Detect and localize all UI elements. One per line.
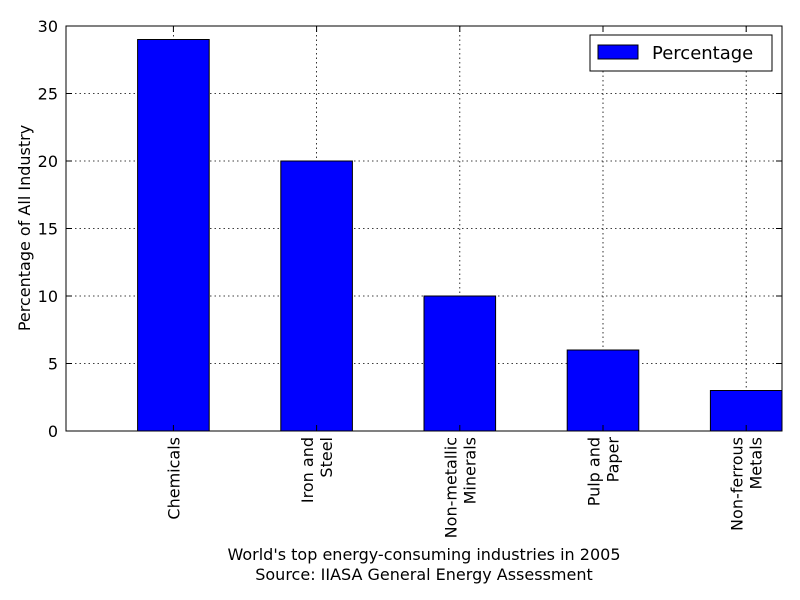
legend-swatch (597, 44, 639, 60)
legend-label: Percentage (652, 43, 753, 64)
x-tick-label-line: Chemicals (164, 437, 183, 520)
x-tick-label-line: Non-ferrous (728, 437, 747, 531)
x-axis-labels: Chemicals Iron andSteel Non-metallicMinera… (164, 437, 765, 539)
x-tick-label: Non-ferrousMetals (728, 437, 766, 531)
y-axis-labels: 0 5 10 15 20 25 30 (38, 17, 58, 441)
x-tick-label-line: Steel (317, 437, 336, 478)
y-tick-label: 10 (38, 287, 58, 306)
x-tick-label-line: Non-metallic (441, 437, 460, 538)
x-tick-label-line: Metals (747, 437, 766, 490)
x-tick-label-line: Iron and (298, 437, 317, 503)
y-tick-label: 0 (48, 422, 58, 441)
y-tick-label: 15 (38, 220, 58, 239)
bars (137, 39, 783, 432)
axis-ticks (66, 25, 782, 432)
bar (709, 390, 783, 432)
y-tick-label: 20 (38, 152, 58, 171)
x-tick-label: Pulp andPaper (585, 437, 623, 507)
x-axis-title-line: World's top energy-consuming industries … (227, 545, 620, 564)
bar (280, 160, 353, 432)
y-axis-title: Percentage of All Industry (15, 125, 34, 331)
bar (566, 349, 640, 432)
bar (423, 295, 497, 432)
x-tick-label-line: Minerals (460, 437, 479, 504)
x-tick-label: Non-metallicMinerals (441, 437, 479, 538)
x-tick-label: Chemicals (164, 437, 183, 520)
y-tick-label: 5 (48, 355, 58, 374)
x-tick-label-line: Paper (604, 437, 623, 483)
y-tick-label: 30 (38, 17, 58, 36)
x-axis-title-line: Source: IIASA General Energy Assessment (255, 565, 593, 584)
legend: Percentage (589, 34, 773, 72)
bar (137, 39, 210, 432)
x-tick-label: Iron andSteel (298, 437, 336, 503)
y-tick-label: 25 (38, 85, 58, 104)
x-axis-title: World's top energy-consuming industries … (227, 545, 620, 584)
x-tick-label-line: Pulp and (585, 437, 604, 506)
